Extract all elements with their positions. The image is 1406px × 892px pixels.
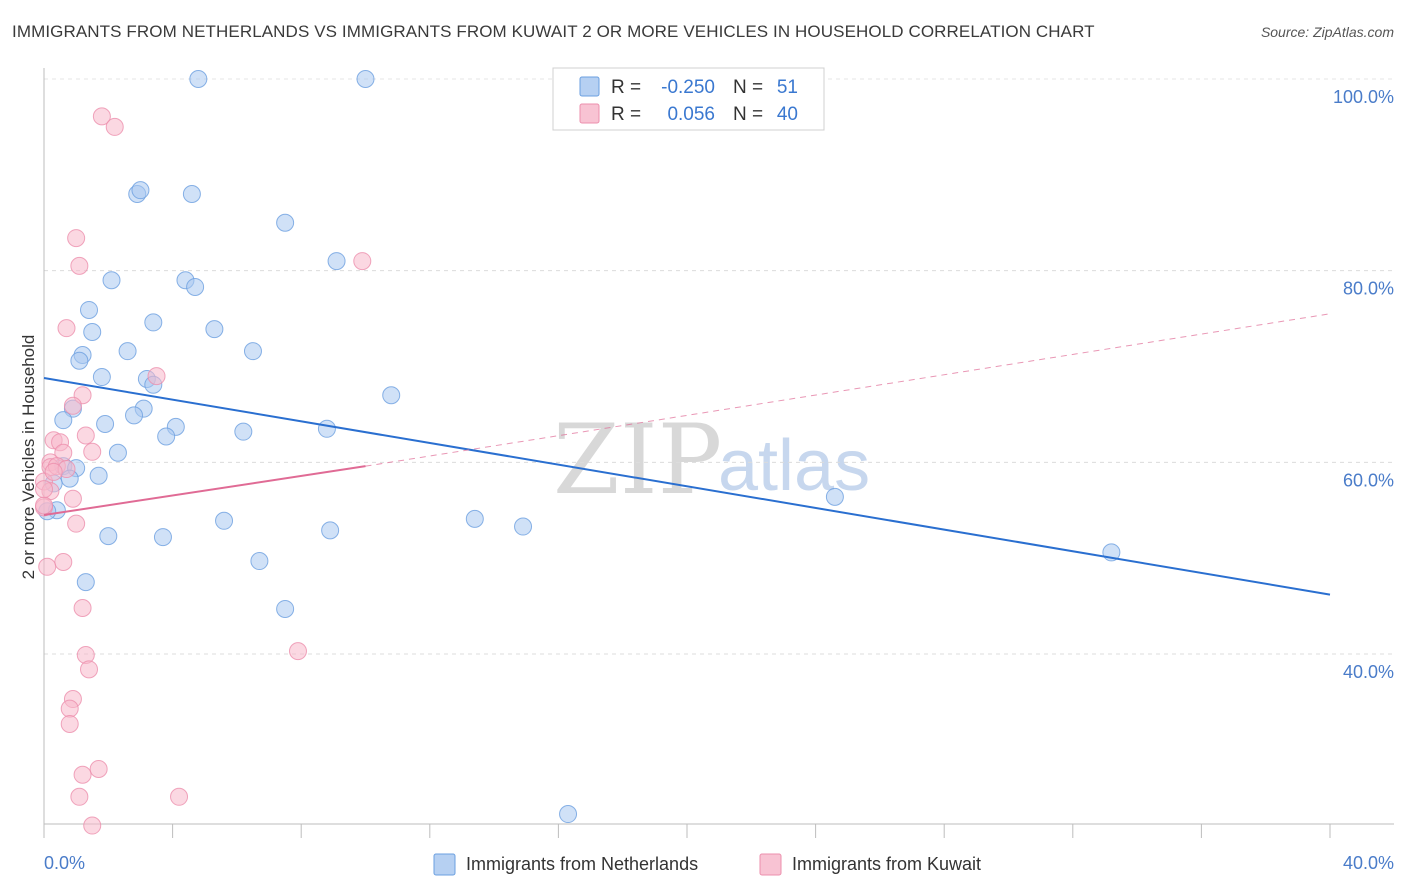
correlation-legend: R = -0.250 N = 51 R = 0.056 N = 40	[552, 67, 825, 131]
point-kuwait	[60, 699, 79, 718]
chart-title: IMMIGRANTS FROM NETHERLANDS VS IMMIGRANT…	[12, 22, 1095, 41]
point-kuwait	[67, 514, 86, 533]
legend-n-label-kuwait: N =	[733, 104, 763, 125]
point-netherlands	[465, 509, 484, 528]
point-netherlands	[356, 70, 375, 88]
point-netherlands	[118, 342, 137, 361]
point-netherlands	[54, 411, 73, 430]
y-tick-label: 60.0%	[1343, 470, 1394, 490]
point-netherlands	[382, 386, 401, 405]
point-netherlands	[108, 443, 127, 462]
point-kuwait	[35, 496, 53, 515]
point-kuwait	[70, 256, 89, 275]
legend-n-label-netherlands: N =	[733, 77, 763, 98]
point-kuwait	[83, 816, 102, 835]
legend-swatch-netherlands	[579, 76, 600, 97]
point-netherlands	[250, 552, 269, 571]
point-netherlands	[514, 517, 533, 536]
point-netherlands	[182, 185, 201, 203]
point-netherlands	[825, 487, 844, 506]
point-netherlands	[83, 323, 102, 341]
source-credit: Source: ZipAtlas.com	[1260, 24, 1394, 40]
point-kuwait	[80, 660, 99, 679]
point-kuwait	[83, 442, 102, 461]
legend-r-label-kuwait: R =	[611, 104, 641, 125]
y-tick-label: 100.0%	[1333, 87, 1394, 107]
point-netherlands	[89, 466, 108, 485]
y-tick-label: 40.0%	[1343, 662, 1394, 682]
axes	[43, 68, 1394, 838]
point-netherlands	[92, 368, 111, 387]
bottom-legend-label-netherlands: Immigrants from Netherlands	[466, 854, 698, 874]
point-netherlands	[125, 406, 144, 425]
point-netherlands	[321, 521, 340, 540]
watermark-atlas: atlas	[718, 426, 870, 506]
trend-lines	[43, 313, 1331, 596]
point-netherlands	[317, 419, 336, 438]
point-kuwait	[63, 396, 82, 415]
point-kuwait	[76, 426, 95, 445]
point-netherlands	[234, 422, 253, 441]
point-kuwait	[67, 229, 86, 248]
point-kuwait	[60, 714, 79, 733]
point-netherlands	[276, 599, 295, 618]
point-netherlands	[186, 277, 205, 296]
trend-line-kuwait-extension	[365, 313, 1331, 467]
point-kuwait	[54, 553, 73, 571]
point-kuwait	[73, 599, 92, 617]
point-kuwait	[70, 787, 89, 806]
trend-line-netherlands	[43, 377, 1331, 596]
legend-r-value-netherlands: -0.250	[661, 77, 715, 98]
point-netherlands	[144, 313, 163, 332]
bottom-legend-label-kuwait: Immigrants from Kuwait	[792, 854, 981, 874]
legend-swatch-kuwait	[579, 103, 600, 124]
watermark-zip: ZIP	[553, 404, 722, 516]
bottom-legend-swatch-netherlands	[433, 853, 456, 876]
point-kuwait	[38, 557, 57, 576]
point-kuwait	[105, 117, 124, 136]
x-tick-label-min: 0.0%	[44, 853, 85, 873]
point-netherlands	[327, 252, 346, 271]
x-tick-label-max: 40.0%	[1343, 853, 1394, 873]
point-kuwait	[353, 252, 372, 271]
legend-n-value-netherlands: 51	[777, 77, 798, 98]
point-netherlands	[99, 527, 118, 546]
point-kuwait	[288, 642, 307, 661]
point-netherlands	[559, 805, 578, 824]
point-netherlands	[70, 351, 89, 370]
point-kuwait	[57, 319, 76, 338]
point-netherlands	[96, 415, 115, 433]
legend-r-value-kuwait: 0.056	[667, 104, 715, 125]
point-netherlands	[153, 528, 172, 547]
trend-line-kuwait	[43, 465, 366, 517]
legend-n-value-kuwait: 40	[777, 104, 798, 125]
point-kuwait	[147, 367, 166, 386]
point-netherlands	[80, 300, 99, 319]
point-netherlands	[131, 181, 150, 200]
point-kuwait	[35, 480, 53, 499]
point-netherlands	[276, 213, 295, 232]
point-netherlands	[243, 342, 262, 361]
point-netherlands	[189, 70, 208, 88]
point-kuwait	[63, 489, 82, 508]
y-tick-label: 80.0%	[1343, 279, 1394, 299]
series-legend: Immigrants from Netherlands Immigrants f…	[433, 853, 981, 876]
point-kuwait	[92, 107, 111, 126]
point-netherlands	[76, 573, 95, 592]
data-points	[35, 70, 1121, 835]
point-netherlands	[205, 320, 224, 339]
point-kuwait	[44, 462, 63, 481]
point-netherlands	[102, 271, 121, 290]
point-netherlands	[215, 511, 234, 530]
point-kuwait	[170, 787, 189, 806]
point-kuwait	[89, 760, 108, 778]
legend-r-label-netherlands: R =	[611, 77, 641, 98]
grid-lines	[44, 78, 1394, 655]
y-axis-label: 2 or more Vehicles in Household	[19, 335, 38, 580]
point-kuwait	[73, 765, 92, 784]
point-netherlands	[157, 427, 176, 446]
bottom-legend-swatch-kuwait	[759, 853, 782, 876]
